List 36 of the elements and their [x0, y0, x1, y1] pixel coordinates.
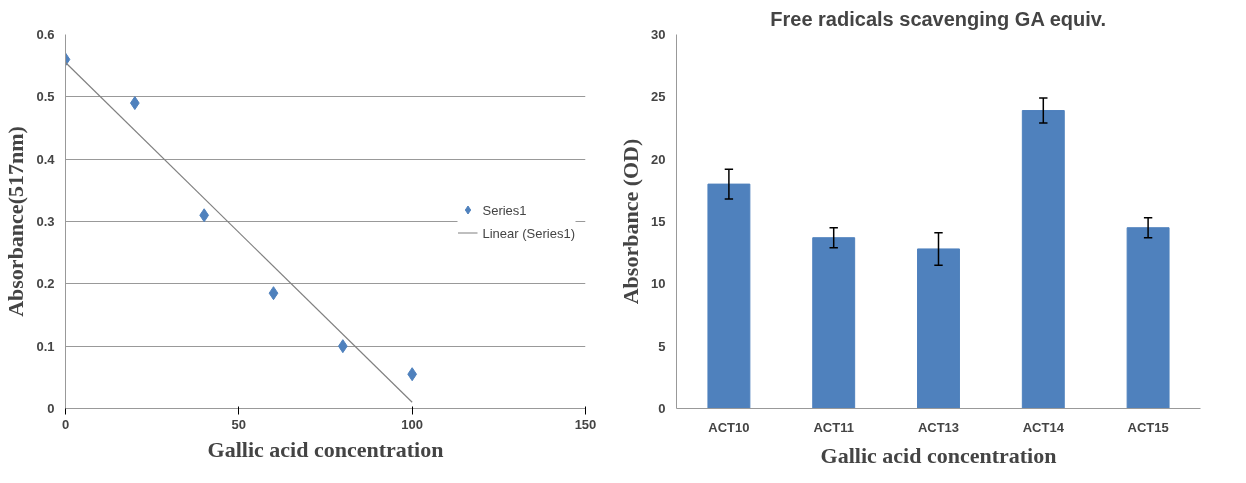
x-tick-label: ACT15	[1127, 419, 1169, 435]
y-axis-title: Absorbance (OD)	[618, 138, 644, 305]
y-axis-title: Absorbance(517nm)	[3, 126, 29, 317]
x-tick-label: ACT11	[813, 419, 854, 435]
x-tick-label: 100	[401, 416, 424, 432]
x-tick-label: 0	[61, 416, 70, 432]
x-tick-label: 150	[574, 416, 597, 432]
y-tick-label: 0	[658, 401, 666, 416]
y-tick-label: 25	[651, 89, 666, 105]
legend-label: Series1	[482, 202, 527, 217]
y-tick-label: 0.1	[36, 338, 55, 354]
y-tick-label: 0.2	[36, 276, 55, 292]
y-tick-label: 10	[651, 276, 666, 292]
bar	[812, 237, 856, 409]
chart-title: Free radicals scavenging GA equiv.	[770, 7, 1106, 30]
y-tick-label: 20	[651, 151, 666, 167]
point	[268, 286, 279, 301]
bar	[917, 248, 960, 409]
y-tick-label: 0.6	[36, 27, 55, 42]
bar	[1021, 110, 1065, 409]
y-tick-label: 0.4	[36, 151, 56, 167]
y-tick-label: 0.3	[36, 214, 55, 229]
x-axis-title: Gallic acid concentration	[820, 442, 1057, 468]
legend-label: Linear (Series1)	[482, 225, 575, 240]
bar	[1126, 227, 1170, 409]
x-axis-title: Gallic acid concentration	[207, 436, 444, 462]
y-tick-label: 30	[651, 27, 666, 42]
y-tick-label: 5	[658, 338, 666, 354]
x-tick-label: ACT10	[708, 419, 750, 435]
x-tick-label: 50	[231, 416, 247, 432]
y-tick-label: 0	[47, 401, 55, 416]
x-tick-label: ACT14	[1022, 419, 1065, 435]
bar	[707, 183, 751, 409]
x-tick-label: ACT13	[917, 419, 960, 435]
y-tick-label: 15	[651, 214, 666, 229]
y-tick-label: 0.5	[36, 89, 55, 105]
